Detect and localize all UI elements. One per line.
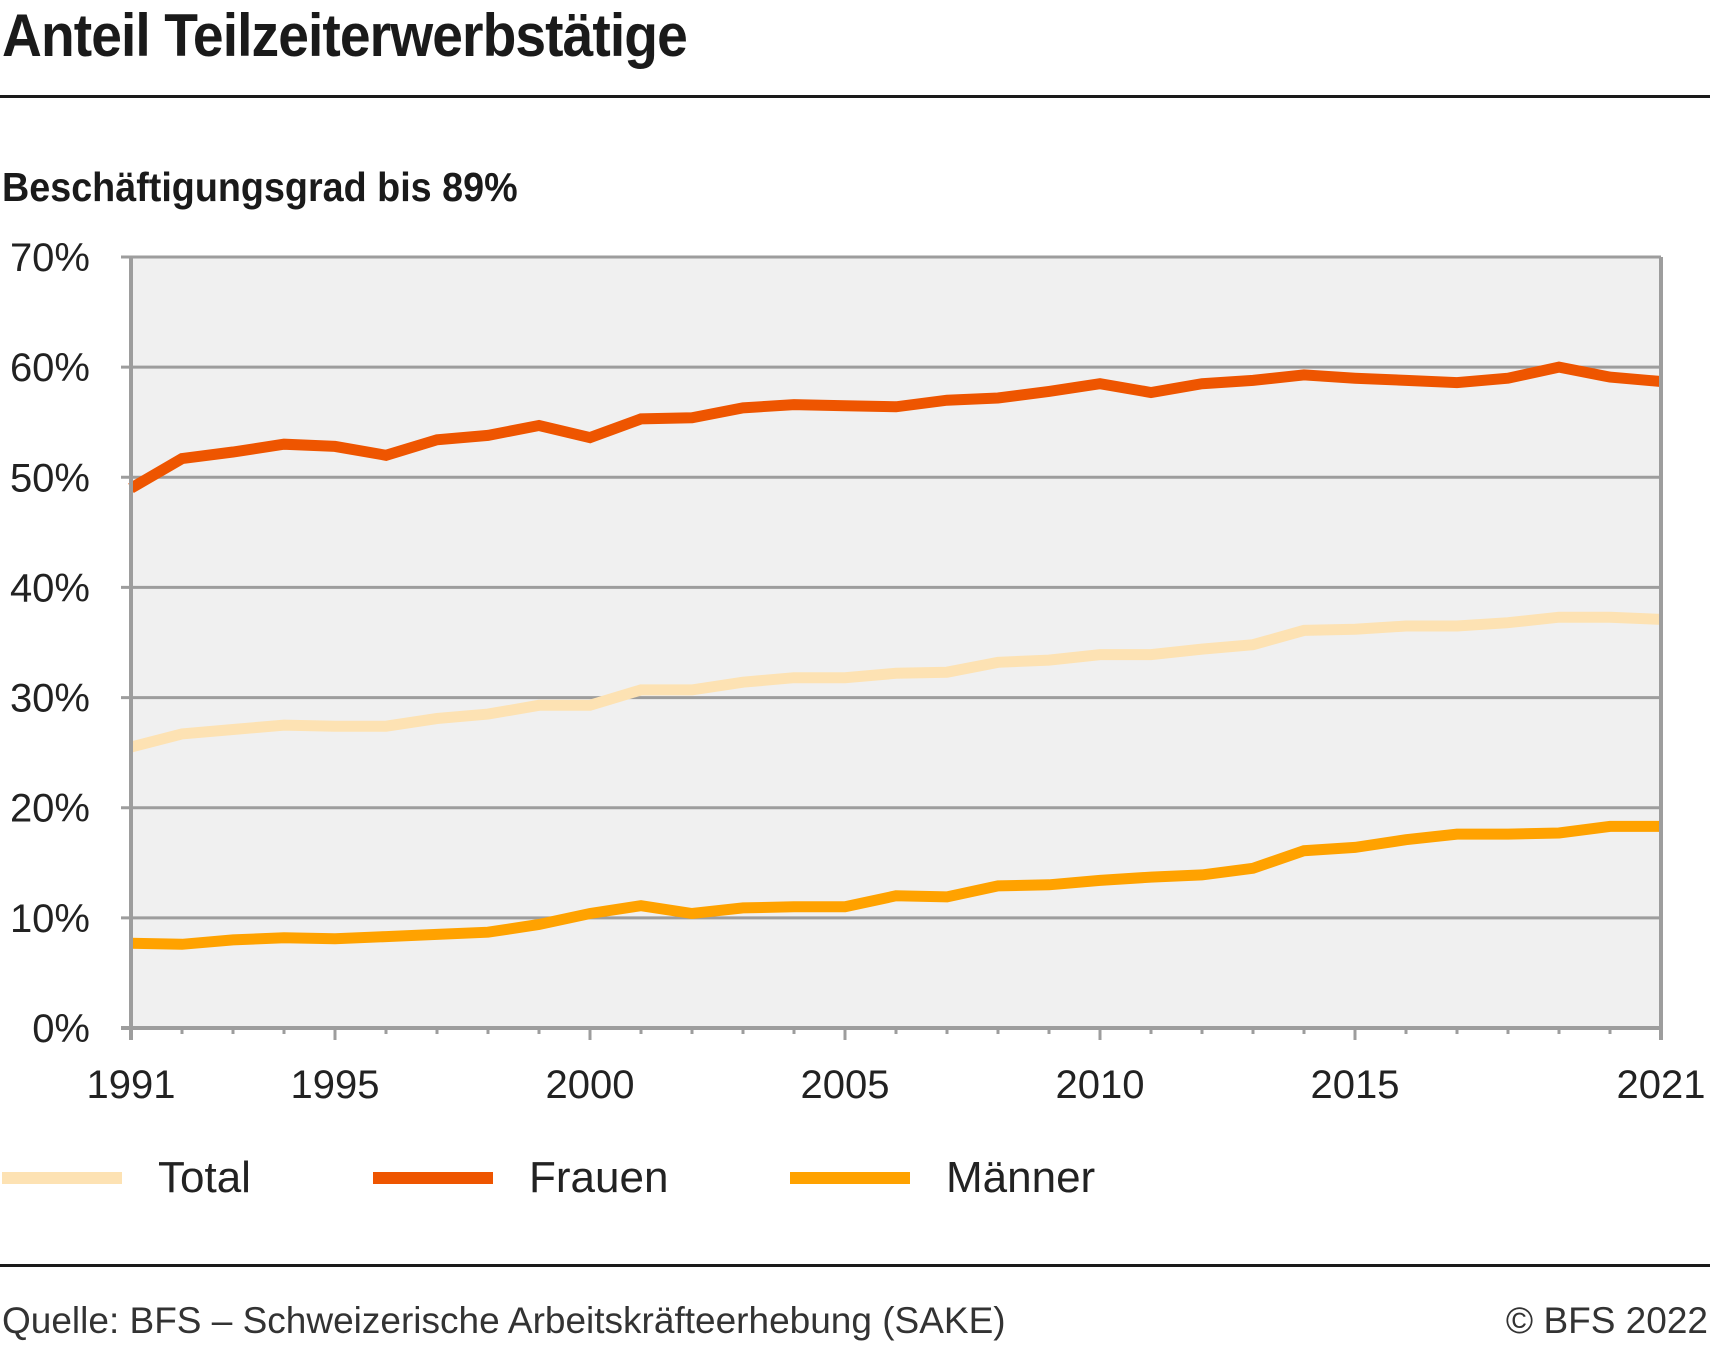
y-tick-label: 70% bbox=[10, 236, 90, 280]
series-line-frauen bbox=[128, 361, 1662, 494]
plot-area bbox=[131, 257, 1661, 1028]
legend-item-total: Total bbox=[2, 1150, 251, 1206]
legend-item-frauen: Frauen bbox=[373, 1150, 668, 1206]
y-tick-label: 50% bbox=[10, 456, 90, 500]
series-line-maenner bbox=[130, 820, 1661, 950]
x-tick-label: 2015 bbox=[1311, 1063, 1400, 1107]
footer-divider bbox=[0, 1264, 1710, 1267]
gridlines bbox=[121, 255, 1661, 1030]
series-line-total bbox=[129, 611, 1662, 753]
y-axis-labels: 0% 10% 20% 30% 40% 50% 60% 70% bbox=[10, 236, 90, 1051]
y-tick-label: 40% bbox=[10, 566, 90, 610]
legend-swatch-frauen bbox=[373, 1172, 493, 1184]
source-note: Quelle: BFS – Schweizerische Arbeitskräf… bbox=[2, 1300, 1006, 1341]
x-axis-labels: 1991 1995 2000 2005 2010 2015 2021 bbox=[87, 1063, 1706, 1107]
x-tick-label: 2021 bbox=[1617, 1063, 1706, 1107]
legend-label-frauen: Frauen bbox=[529, 1153, 669, 1202]
chart-title: Anteil Teilzeiterwerbstätige bbox=[2, 2, 688, 69]
legend-label-total: Total bbox=[158, 1153, 251, 1202]
y-tick-label: 0% bbox=[32, 1007, 90, 1051]
y-tick-label: 10% bbox=[10, 897, 90, 941]
legend-swatch-maenner bbox=[790, 1172, 910, 1184]
y-tick-label: 30% bbox=[10, 677, 90, 721]
legend: Total Frauen Männer bbox=[0, 1150, 1710, 1206]
legend-label-maenner: Männer bbox=[946, 1153, 1096, 1202]
y-tick-label: 20% bbox=[10, 787, 90, 831]
copyright-note: © BFS 2022 bbox=[1505, 1300, 1708, 1341]
title-divider bbox=[0, 95, 1710, 98]
legend-swatch-total bbox=[2, 1172, 122, 1184]
legend-item-maenner: Männer bbox=[790, 1150, 1095, 1206]
plot-frame bbox=[121, 257, 1663, 1040]
x-tick-label: 1995 bbox=[291, 1063, 380, 1107]
x-tick-label: 2005 bbox=[801, 1063, 890, 1107]
line-chart: 0% 10% 20% 30% 40% 50% 60% 70% 1991 1995 2000 2005… bbox=[10, 236, 1706, 1107]
y-tick-label: 60% bbox=[10, 346, 90, 390]
x-tick-label: 2000 bbox=[546, 1063, 635, 1107]
series-lines bbox=[128, 361, 1662, 950]
x-tick-label: 2010 bbox=[1056, 1063, 1145, 1107]
x-tick-label: 1991 bbox=[87, 1063, 176, 1107]
chart-subtitle: Beschäftigungsgrad bis 89% bbox=[2, 164, 518, 210]
